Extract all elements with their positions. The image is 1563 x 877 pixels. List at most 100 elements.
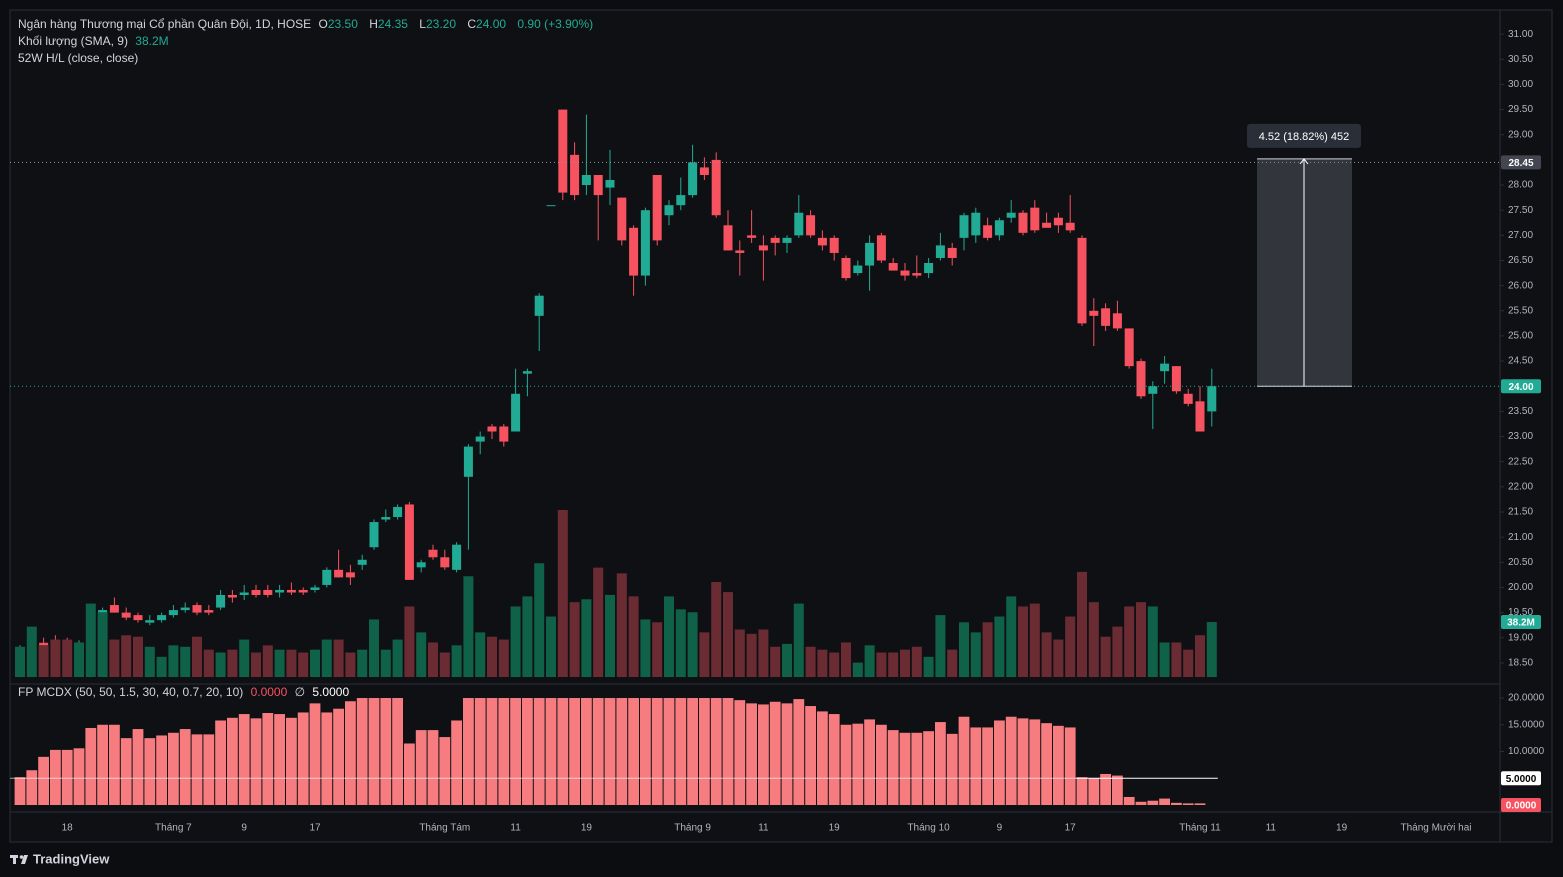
mcdx-bar xyxy=(840,724,852,805)
mcdx-bar xyxy=(297,712,309,805)
candle-body xyxy=(357,559,367,565)
mcdx-bar xyxy=(109,724,120,805)
mcdx-title: FP MCDX (50, 50, 1.5, 30, 40, 0.7, 20, 1… xyxy=(18,685,244,699)
mcdx-bar xyxy=(1123,796,1135,805)
ohlc: O23.50 xyxy=(319,17,362,31)
volume-bar xyxy=(770,646,781,677)
volume-bar xyxy=(498,639,509,677)
mcdx-bar xyxy=(474,698,486,805)
mcdx-bar xyxy=(758,704,769,805)
x-tick-label: Tháng Mười hai xyxy=(1400,823,1471,834)
threshold-label: 5.0000 xyxy=(1506,774,1537,785)
symbol-title: Ngân hàng Thương mại Cổ phần Quân Đội, 1… xyxy=(18,17,312,31)
volume-bar xyxy=(404,606,415,677)
logo-part xyxy=(21,855,28,864)
mcdx-bar xyxy=(1029,719,1041,805)
candle-body xyxy=(1207,386,1217,412)
volume-bar xyxy=(805,646,816,677)
mcdx-bar xyxy=(828,714,840,805)
mcdx-bar xyxy=(356,698,368,805)
x-tick-label: 11 xyxy=(1266,823,1277,834)
candle-body xyxy=(369,522,379,548)
candle-body xyxy=(1183,393,1193,404)
measure-label-box xyxy=(1247,123,1361,148)
x-tick-label: 19 xyxy=(581,823,593,834)
ohlc: C24.00 xyxy=(467,17,510,31)
mcdx-bar xyxy=(427,730,439,805)
volume-bar xyxy=(569,602,580,677)
volume-bar xyxy=(416,632,427,677)
volume-bar xyxy=(38,645,49,677)
x-tick-label: 17 xyxy=(309,823,321,834)
volume-bar xyxy=(652,622,663,677)
mcdx-bar xyxy=(911,732,923,805)
y-tick-label: 29.50 xyxy=(1508,104,1533,115)
y-tick-label: 21.00 xyxy=(1508,532,1533,543)
mcdx-legend: FP MCDX (50, 50, 1.5, 30, 40, 0.7, 20, 1… xyxy=(18,685,353,699)
candle-body xyxy=(1101,308,1111,326)
price-line-label: 24.00 xyxy=(1508,382,1533,393)
volume-bar xyxy=(168,645,179,677)
mcdx-bar xyxy=(1194,803,1206,805)
mcdx-bar xyxy=(1135,801,1147,805)
volume-bar xyxy=(85,603,96,677)
mcdx-bar xyxy=(1041,723,1052,805)
candle-body xyxy=(1112,313,1122,329)
mcdx-bar xyxy=(498,698,510,805)
ohlc-value: 24.00 xyxy=(476,17,507,31)
candle-body xyxy=(711,159,721,216)
volume-bar xyxy=(487,636,497,677)
mcdx-bar xyxy=(238,714,250,805)
candle-body xyxy=(747,235,757,238)
volume-bar xyxy=(935,615,946,677)
logo xyxy=(10,855,28,864)
x-tick-label: Tháng 10 xyxy=(907,823,950,834)
candle-body xyxy=(298,589,308,593)
candle-body xyxy=(1030,207,1040,231)
volume-bar xyxy=(1029,603,1040,677)
y-tick-label: 18.50 xyxy=(1508,658,1533,669)
ohlc-label: C xyxy=(467,17,477,31)
x-tick-label: 11 xyxy=(758,823,769,834)
mcdx-bar xyxy=(710,698,722,805)
candle-body xyxy=(1160,363,1170,372)
volume-bar xyxy=(699,632,710,677)
candle-body xyxy=(463,446,473,477)
volume-bar xyxy=(1041,632,1052,677)
volume-bar xyxy=(251,652,261,677)
candle-body xyxy=(1195,401,1205,432)
candle-body xyxy=(853,265,863,274)
candle-body xyxy=(912,273,922,276)
mcdx-bar xyxy=(1100,773,1111,805)
volume-bar xyxy=(369,619,379,677)
volume-bar xyxy=(1006,596,1017,677)
mcdx-bar xyxy=(1076,777,1088,805)
candle-body xyxy=(180,607,190,611)
mcdx-bar xyxy=(97,724,108,805)
volume-bar xyxy=(451,645,462,677)
volume-bar xyxy=(215,652,226,677)
volume-bar xyxy=(557,510,568,677)
volume-bar xyxy=(144,646,155,677)
y-tick-label: 27.50 xyxy=(1508,205,1533,216)
candle-body xyxy=(1089,310,1099,316)
mcdx-bar xyxy=(1005,716,1017,805)
volume-bar xyxy=(876,652,887,677)
volume-bar xyxy=(310,649,320,677)
volume-bar xyxy=(852,662,863,677)
mcdx-bar xyxy=(227,717,238,805)
candle-body xyxy=(192,605,202,613)
volume-bar xyxy=(1136,602,1146,677)
x-tick-label: Tháng Tám xyxy=(419,823,470,834)
mcdx-bar xyxy=(120,738,132,805)
measure-label: 4.52 (18.82%) 452 xyxy=(1259,131,1350,143)
y-tick-label: 10.0000 xyxy=(1508,746,1545,757)
volume-bar xyxy=(262,645,273,677)
y-tick-label: 29.00 xyxy=(1508,129,1533,140)
x-tick-label: 11 xyxy=(510,823,521,834)
study-title: 52W H/L (close, close) xyxy=(18,51,139,65)
volume-bar xyxy=(286,649,297,677)
mcdx-bar xyxy=(50,749,61,805)
volume-bar xyxy=(133,636,143,677)
